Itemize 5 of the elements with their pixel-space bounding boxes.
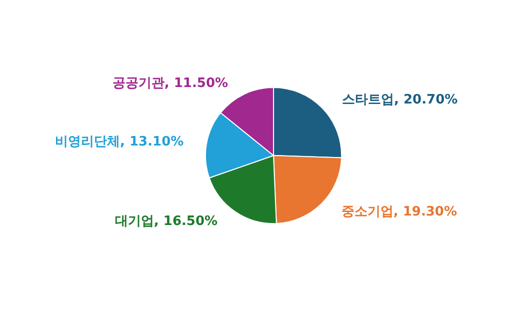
slice-label: 스타트업, 20.70% (342, 92, 458, 108)
slice-label: 중소기업, 19.30% (341, 204, 458, 220)
slice-label: 공공기관, 11.50% (112, 76, 228, 91)
slice-label: 비영리단체, 13.10% (55, 134, 184, 150)
slice-label: 대기업, 16.50% (114, 214, 218, 230)
